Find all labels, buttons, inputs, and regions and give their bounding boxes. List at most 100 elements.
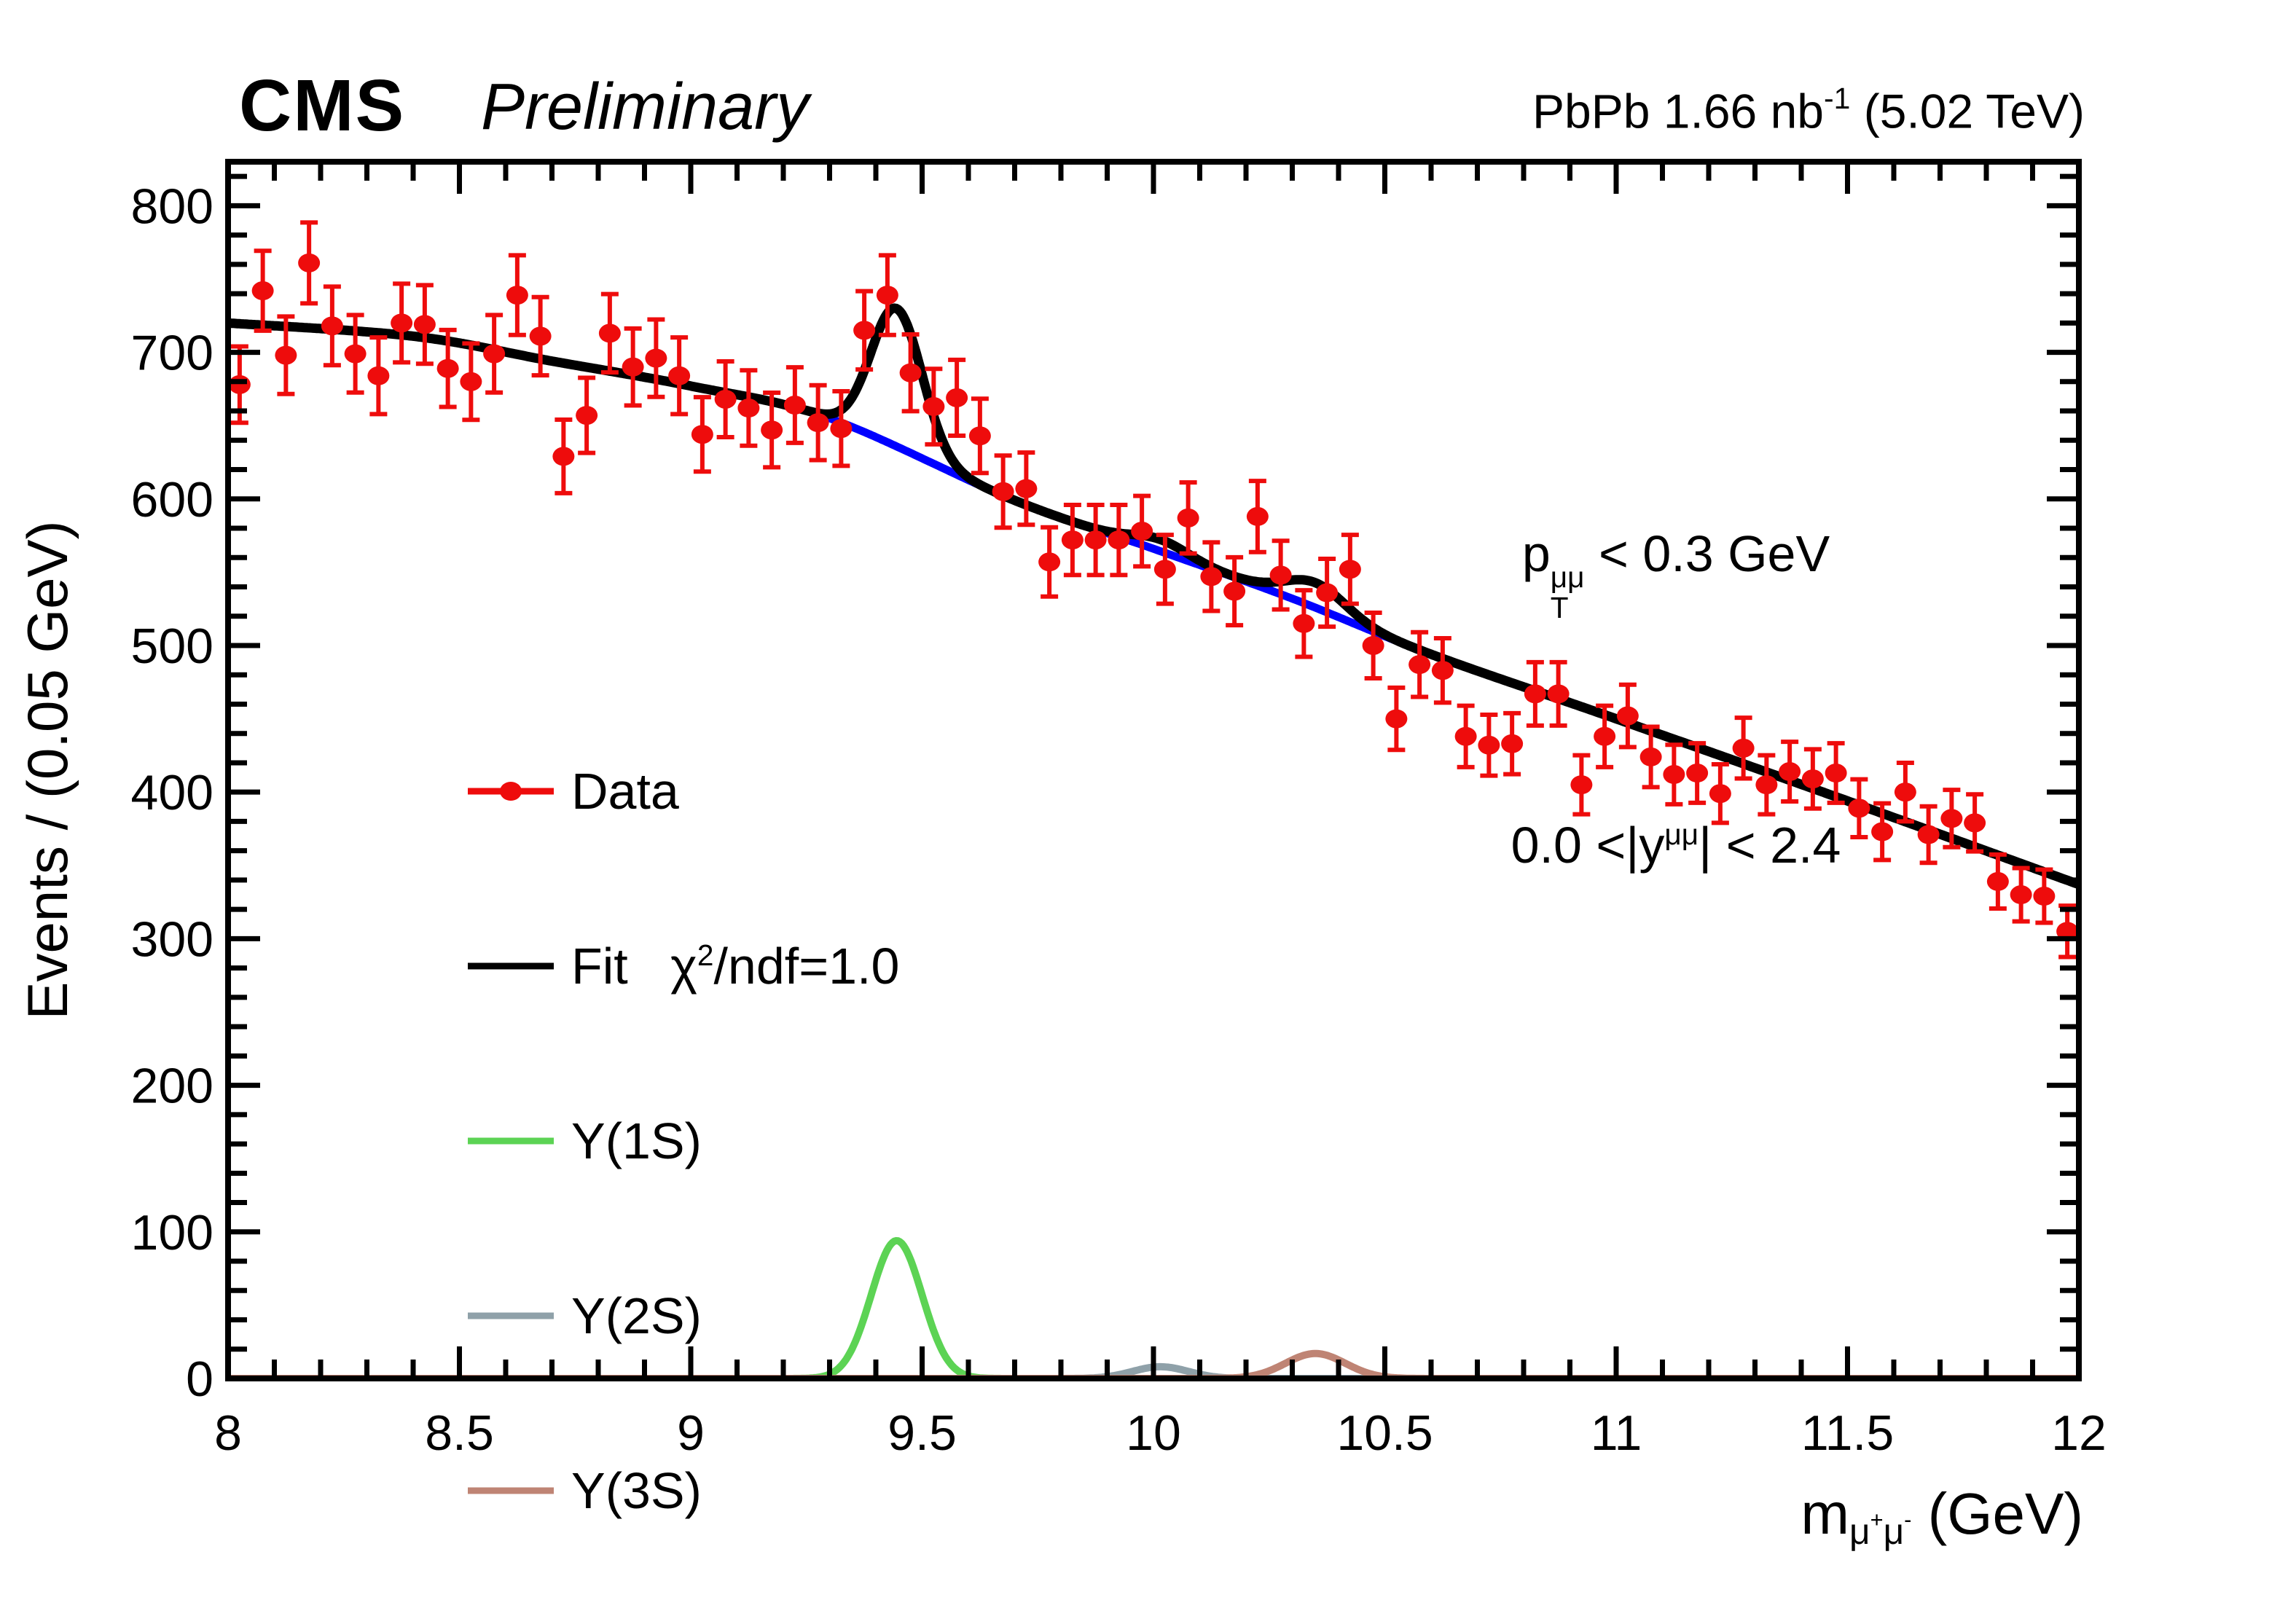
data-point-bin-10.325	[1293, 588, 1315, 659]
data-marker	[391, 313, 413, 333]
data-marker	[2010, 885, 2032, 905]
data-marker	[968, 426, 991, 446]
data-marker	[1709, 784, 1731, 804]
data-marker	[1871, 822, 1894, 842]
data-marker	[598, 323, 621, 343]
data-point-bin-11.575	[1871, 801, 1894, 863]
data-point-bin-11.525	[1848, 777, 1870, 839]
data-marker	[1038, 552, 1061, 572]
data-marker	[251, 281, 274, 301]
data-point-bin-9.375	[853, 289, 876, 372]
experiment-logo: CMS	[239, 65, 406, 146]
data-point-bin-10.875	[1547, 659, 1570, 728]
data-point-bin-10.775	[1501, 710, 1524, 777]
plus-sign: +	[1870, 1506, 1884, 1532]
data-marker	[1639, 747, 1662, 766]
data-marker	[1848, 799, 1870, 818]
pt-superscript: μμ	[1550, 560, 1585, 595]
data-point-bin-9.875	[1084, 502, 1107, 578]
data-marker	[529, 326, 552, 346]
x-tick-label-10.5: 10.5	[1336, 1405, 1433, 1461]
chi2-exponent: 2	[697, 938, 714, 972]
data-point-bin-8.775	[576, 375, 598, 455]
data-marker	[853, 321, 876, 340]
gev-unit: (GeV)	[1911, 1481, 2083, 1546]
data-marker	[1246, 506, 1269, 526]
data-marker	[1663, 765, 1685, 785]
data-marker	[506, 286, 528, 305]
data-point-bin-10.975	[1594, 703, 1616, 769]
data-point-bin-11.625	[1894, 760, 1916, 824]
data-marker	[876, 286, 898, 305]
dimuon-subscript: μ+μ-	[1849, 1507, 1911, 1552]
fit-line-sample	[468, 937, 554, 995]
lumi-prefix: PbPb 1.66 nb	[1532, 84, 1824, 138]
data-point-bin-8.925	[645, 317, 667, 399]
data-point-bin-9.425	[876, 253, 898, 337]
data-point-bin-10.025	[1153, 533, 1176, 606]
pt-subscript: T	[1550, 590, 1569, 624]
data-point-bin-8.575	[483, 313, 506, 395]
data-marker	[1547, 684, 1570, 704]
data-point-bin-11.275	[1732, 715, 1755, 781]
data-marker	[1084, 530, 1107, 550]
y-tick-label-700: 700	[131, 326, 213, 381]
data-point-bin-10.925	[1570, 753, 1593, 817]
data-marker	[691, 425, 713, 444]
data-marker	[1755, 775, 1778, 795]
data-marker	[483, 344, 506, 364]
data-point-bin-9.925	[1108, 502, 1130, 578]
data-point-bin-10.375	[1316, 556, 1339, 629]
data-point-bin-10.275	[1269, 538, 1292, 612]
data-point-bin-8.275	[344, 313, 367, 395]
data-marker	[1153, 560, 1176, 579]
data-marker	[1293, 613, 1315, 633]
data-marker	[807, 413, 829, 433]
y-tick-label-0: 0	[186, 1352, 213, 1407]
rapidity-prefix: 0.0 <|y	[1511, 817, 1665, 874]
data-point-bin-11.975	[2056, 903, 2079, 960]
data-point-bin-10.475	[1362, 610, 1384, 680]
minus-sign: -	[1904, 1506, 1912, 1532]
data-point-bin-8.425	[413, 283, 436, 366]
legend-item-fit: Fit χ2/ndf=1.0	[468, 937, 899, 995]
data-point-bin-9.975	[1131, 493, 1153, 569]
data-point-bin-10.675	[1454, 703, 1477, 769]
data-point-bin-11.325	[1755, 753, 1778, 817]
data-marker	[1478, 735, 1500, 755]
y-tick-label-600: 600	[131, 472, 213, 527]
data-marker	[714, 389, 737, 409]
data-marker	[1825, 764, 1847, 783]
rapidity-superscript: μμ	[1664, 817, 1699, 852]
data-point-bin-8.375	[391, 281, 413, 365]
data-point-bin-9.475	[899, 332, 922, 414]
y-tick-label-200: 200	[131, 1059, 213, 1114]
data-marker	[1616, 706, 1639, 726]
data-marker	[783, 396, 806, 415]
luminosity-label: PbPb 1.66 nb-1 (5.02 TeV)	[1532, 82, 2085, 139]
data-point-bin-11.225	[1709, 762, 1731, 825]
data-point-bin-9.175	[761, 391, 783, 470]
y1s-line-sample	[468, 1112, 554, 1170]
tick-labels: 8 8.5 9 9.5 10 10.5 11 11.5 12 0 100 200 300 400 500 60…	[131, 179, 2107, 1461]
data-point-bin-8.625	[506, 253, 528, 337]
data-marker	[1501, 734, 1524, 753]
rapidity-cut-line: 0.0 <|yμμ| < 2.4	[1377, 792, 1975, 887]
data-point-bin-8.675	[529, 294, 552, 378]
data-marker	[1686, 764, 1709, 783]
axes-frame	[225, 159, 2082, 1381]
chi2-ndf-value: /ndf=1.0	[713, 938, 900, 995]
legend-label-y2s: Y(2S)	[571, 1287, 702, 1344]
legend-item-y2s: Y(2S)	[468, 1287, 899, 1345]
data-marker	[946, 388, 968, 407]
pt-symbol: p	[1521, 525, 1551, 582]
x-tick-label-8.5: 8.5	[425, 1405, 494, 1461]
x-tick-label-12: 12	[2051, 1405, 2107, 1461]
data-point-bin-11.925	[2033, 867, 2056, 925]
data-point-bin-11.175	[1686, 741, 1709, 805]
data-point-bin-11.375	[1779, 740, 1801, 804]
data-point-bin-8.075	[251, 248, 274, 333]
data-marker	[298, 253, 321, 272]
y-tick-label-500: 500	[131, 619, 213, 674]
